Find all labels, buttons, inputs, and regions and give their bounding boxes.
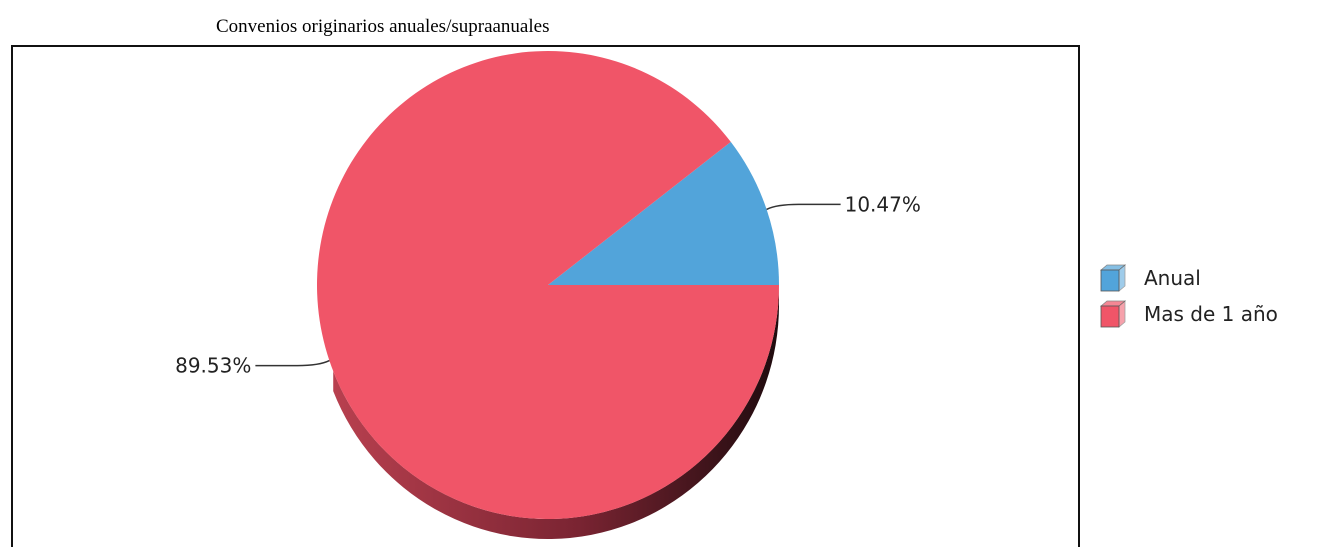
pie-slice-0 — [548, 141, 779, 285]
pie-slice-1 — [317, 51, 779, 520]
slice-label-1: 89.53% — [175, 354, 251, 378]
leader-line-1 — [255, 359, 330, 367]
slice-label-0: 10.47% — [845, 192, 921, 216]
legend-swatch-0 — [1099, 264, 1127, 292]
legend-item-1: Mas de 1 año — [1098, 296, 1278, 332]
chart-title: Convenios originarios anuales/supraanual… — [216, 16, 550, 37]
leader-line-0 — [766, 203, 841, 211]
legend-swatch-1 — [1099, 300, 1127, 328]
legend-label-0: Anual — [1144, 266, 1201, 290]
legend: Anual Mas de 1 año — [1098, 260, 1278, 332]
legend-item-0: Anual — [1098, 260, 1278, 296]
legend-label-1: Mas de 1 año — [1144, 302, 1278, 326]
